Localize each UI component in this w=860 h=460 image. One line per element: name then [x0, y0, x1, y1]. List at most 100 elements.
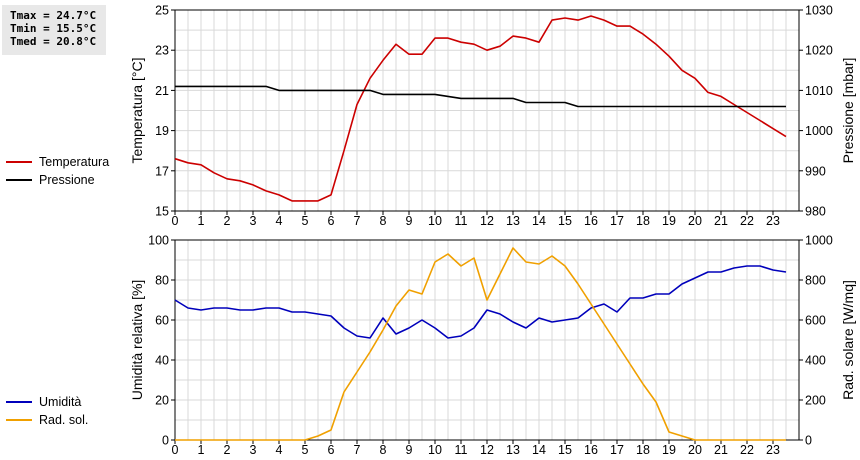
- x-tick-label: 19: [662, 214, 676, 228]
- legend-bottom-main: Umidità Rad. sol.: [6, 393, 88, 429]
- series-line-pressione: [175, 85, 786, 108]
- chart-panel-0: 0 1 2 3 4 5 6 7 8 9 10 11 12 13 14 15 16 17 18 19 20 21 22 2315…: [129, 4, 856, 229]
- tmin-text: Tmin = 15.5°C: [10, 22, 97, 35]
- y-tick-label-left: 60: [155, 314, 169, 328]
- x-tick-label: 5: [302, 443, 309, 457]
- x-tick-label: 14: [532, 443, 546, 457]
- x-tick-label: 8: [380, 214, 387, 228]
- x-tick-label: 3: [250, 443, 257, 457]
- x-tick-label: 7: [354, 214, 361, 228]
- x-tick-label: 3: [250, 214, 257, 228]
- legend-item-pressione: Pressione: [6, 171, 109, 189]
- x-tick-label: 13: [506, 214, 520, 228]
- x-tick-label: 11: [455, 443, 468, 457]
- x-tick-label: 20: [688, 214, 702, 228]
- x-tick-label: 20: [688, 443, 702, 457]
- y-tick-label-right: 1030: [805, 4, 833, 18]
- legend-label-temperatura: Temperatura: [39, 155, 110, 169]
- x-tick-label: 9: [406, 443, 413, 457]
- y-tick-label-right: 980: [805, 205, 826, 219]
- x-tick-label: 2: [224, 214, 231, 228]
- tmed-text: Tmed = 20.8°C: [10, 35, 97, 48]
- x-tick-label: 22: [740, 214, 754, 228]
- legend-item-rad-sol: Rad. sol.: [6, 411, 88, 429]
- x-tick-label: 5: [302, 214, 309, 228]
- y-tick-label-right: 200: [805, 394, 826, 408]
- x-tick-label: 4: [276, 214, 283, 228]
- legend-swatch-rad-sol: [6, 419, 32, 421]
- x-tick-label: 19: [662, 443, 676, 457]
- x-tick-label: 0: [172, 443, 179, 457]
- y-tick-label-left: 23: [155, 44, 169, 58]
- legend-swatch-umidita: [6, 401, 32, 403]
- y-tick-label-left: 17: [155, 164, 169, 178]
- x-tick-label: 15: [558, 214, 572, 228]
- x-tick-label: 10: [428, 214, 442, 228]
- y-tick-label-right: 1000: [805, 124, 833, 138]
- y-axis-label-right: Pressione [mbar]: [840, 58, 856, 164]
- x-tick-label: 17: [610, 443, 624, 457]
- x-tick-label: 6: [328, 443, 335, 457]
- x-tick-label: 2: [224, 443, 231, 457]
- legend-label-umidita: Umidità: [39, 395, 82, 409]
- y-tick-label-left: 19: [155, 124, 169, 138]
- x-tick-label: 10: [428, 443, 442, 457]
- x-tick-label: 11: [455, 214, 468, 228]
- series-line-temperatura: [174, 15, 787, 202]
- y-tick-label-left: 20: [155, 394, 169, 408]
- x-tick-label: 12: [480, 214, 494, 228]
- x-tick-label: 15: [558, 443, 572, 457]
- y-tick-label-left: 25: [155, 4, 169, 18]
- x-tick-label: 1: [198, 443, 205, 457]
- legend-top: Temperatura Pressione: [6, 153, 109, 189]
- x-tick-label: 16: [584, 443, 598, 457]
- chart-panel-1: 0 1 2 3 4 5 6 7 8 9 10 11 12 13 14 15 16 17 18 19 20 21 22 2302…: [129, 234, 856, 458]
- legend-item-umidita: Umidità: [6, 393, 88, 411]
- y-tick-label-left: 80: [155, 274, 169, 288]
- y-tick-label-right: 1010: [805, 84, 833, 98]
- y-axis-label-left: Temperatura [°C]: [129, 58, 145, 164]
- x-tick-label: 18: [636, 214, 650, 228]
- y-axis-label-left: Umidità relativa [%]: [129, 280, 145, 401]
- legend-swatch-pressione: [6, 179, 32, 181]
- x-tick-label: 21: [714, 214, 728, 228]
- x-tick-label: 23: [766, 443, 780, 457]
- x-tick-label: 1: [198, 214, 205, 228]
- y-tick-label-left: 0: [162, 434, 169, 448]
- x-tick-label: 9: [406, 214, 413, 228]
- series-line-rad-sol: [175, 247, 786, 441]
- y-tick-label-right: 1020: [805, 44, 833, 58]
- x-tick-label: 21: [714, 443, 728, 457]
- y-tick-label-right: 400: [805, 354, 826, 368]
- y-tick-label-right: 800: [805, 274, 826, 288]
- x-tick-label: 14: [532, 214, 546, 228]
- x-tick-label: 17: [610, 214, 624, 228]
- tmax-text: Tmax = 24.7°C: [10, 9, 97, 22]
- y-tick-label-left: 40: [155, 354, 169, 368]
- x-tick-label: 13: [506, 443, 520, 457]
- x-tick-label: 22: [740, 443, 754, 457]
- x-tick-label: 18: [636, 443, 650, 457]
- y-tick-label-right: 600: [805, 314, 826, 328]
- legend-swatch-temperatura: [6, 161, 32, 163]
- x-tick-label: 12: [480, 443, 494, 457]
- y-tick-label-right: 1000: [805, 234, 833, 248]
- y-axis-label-right: Rad. solare [W/mq]: [840, 280, 856, 400]
- legend-item-temperatura: Temperatura: [6, 153, 109, 171]
- y-tick-label-left: 100: [148, 234, 169, 248]
- legend-label-rad-sol: Rad. sol.: [39, 413, 89, 427]
- stats-box: Tmax = 24.7°C Tmin = 15.5°C Tmed = 20.8°…: [2, 5, 106, 55]
- y-tick-label-left: 15: [155, 205, 169, 219]
- y-tick-label-left: 21: [155, 84, 169, 98]
- x-tick-label: 16: [584, 214, 598, 228]
- legend-label-pressione: Pressione: [39, 173, 95, 187]
- x-tick-label: 23: [766, 214, 780, 228]
- x-tick-label: 6: [328, 214, 335, 228]
- y-tick-label-right: 0: [805, 434, 812, 448]
- series-line-umidit: [174, 265, 787, 339]
- x-tick-label: 4: [276, 443, 283, 457]
- x-tick-label: 8: [380, 443, 387, 457]
- x-tick-label: 7: [354, 443, 361, 457]
- x-tick-label: 0: [172, 214, 179, 228]
